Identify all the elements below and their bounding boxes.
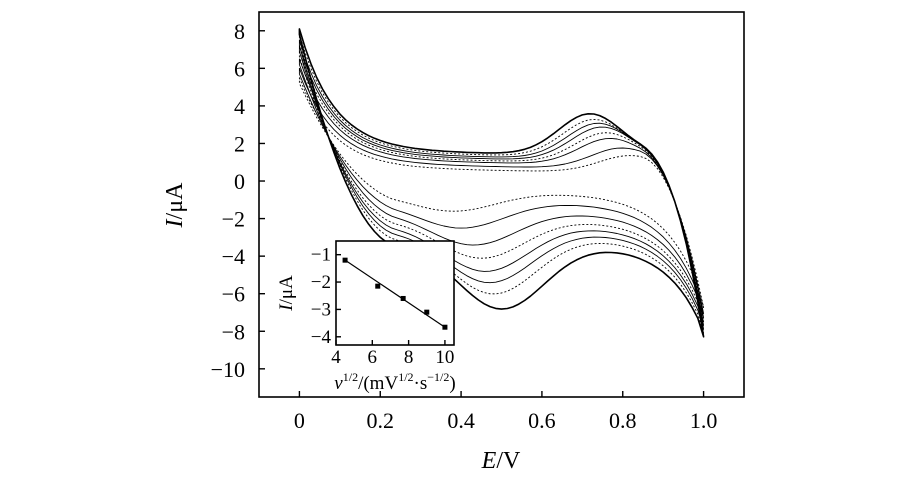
- main-x-tick-label: 0.4: [447, 408, 475, 433]
- main-y-tick-label: 8: [234, 19, 245, 44]
- cv-series-line: [298, 77, 705, 309]
- inset-data-point: [442, 324, 448, 330]
- inset-y-tick-label: −2: [311, 272, 331, 293]
- main-x-tick-label: 1.0: [690, 408, 718, 433]
- inset-y-tick-label: −4: [311, 327, 332, 348]
- main-y-tick-label: 4: [234, 94, 245, 119]
- inset-data-point: [342, 257, 348, 263]
- main-y-tick-label: −2: [222, 207, 245, 232]
- main-y-tick-label: 0: [234, 169, 245, 194]
- inset-data-point: [424, 309, 430, 315]
- inset-y-tick-label: −1: [311, 245, 331, 266]
- inset-x-axis-label: v1/2/(mV1/2·s−1/2): [334, 370, 455, 394]
- main-y-tick-label: 6: [234, 56, 245, 81]
- main-y-ticks: 8 6 4 2 0 −2 −4 −6 −8 −10: [211, 19, 265, 382]
- main-plot-frame: [258, 11, 745, 398]
- main-y-tick-label: −8: [222, 319, 245, 344]
- cv-series-line: [298, 50, 705, 323]
- main-x-tick-label: 0: [294, 408, 305, 433]
- inset-plot-frame: [335, 240, 455, 346]
- main-y-tick-label: −10: [211, 357, 245, 382]
- inset-data-point: [400, 295, 406, 301]
- main-x-ticks: 0 0.2 0.4 0.6 0.8 1.0: [294, 391, 717, 433]
- inset-fit-line: [344, 259, 446, 328]
- inset-x-tick-label: 4: [331, 347, 341, 368]
- main-y-tick-label: −4: [222, 244, 245, 269]
- inset-chart: 4 6 8 10 −1 −2 −3 −4 v1/2/(mV1/2·s−1/2) I/μA: [276, 240, 456, 394]
- main-y-axis-label: I/μA: [162, 182, 188, 229]
- inset-x-tick-label: 6: [368, 347, 378, 368]
- main-y-tick-label: −6: [222, 282, 245, 307]
- inset-x-tick-label: 8: [404, 347, 414, 368]
- main-y-tick-label: 2: [234, 131, 245, 156]
- inset-y-tick-label: −3: [311, 299, 331, 320]
- inset-y-ticks: −1 −2 −3 −4: [311, 245, 341, 348]
- main-x-tick-label: 0.8: [609, 408, 637, 433]
- inset-y-axis-label: I/μA: [276, 275, 297, 312]
- main-x-tick-label: 0.2: [367, 408, 395, 433]
- inset-x-ticks: 4 6 8 10: [331, 340, 454, 368]
- main-x-axis-label: E/V: [481, 448, 521, 474]
- inset-x-tick-label: 10: [435, 347, 454, 368]
- main-x-tick-label: 0.6: [528, 408, 556, 433]
- inset-data-point: [375, 283, 381, 289]
- inset-points: [342, 257, 448, 330]
- inset-fit: [344, 259, 446, 328]
